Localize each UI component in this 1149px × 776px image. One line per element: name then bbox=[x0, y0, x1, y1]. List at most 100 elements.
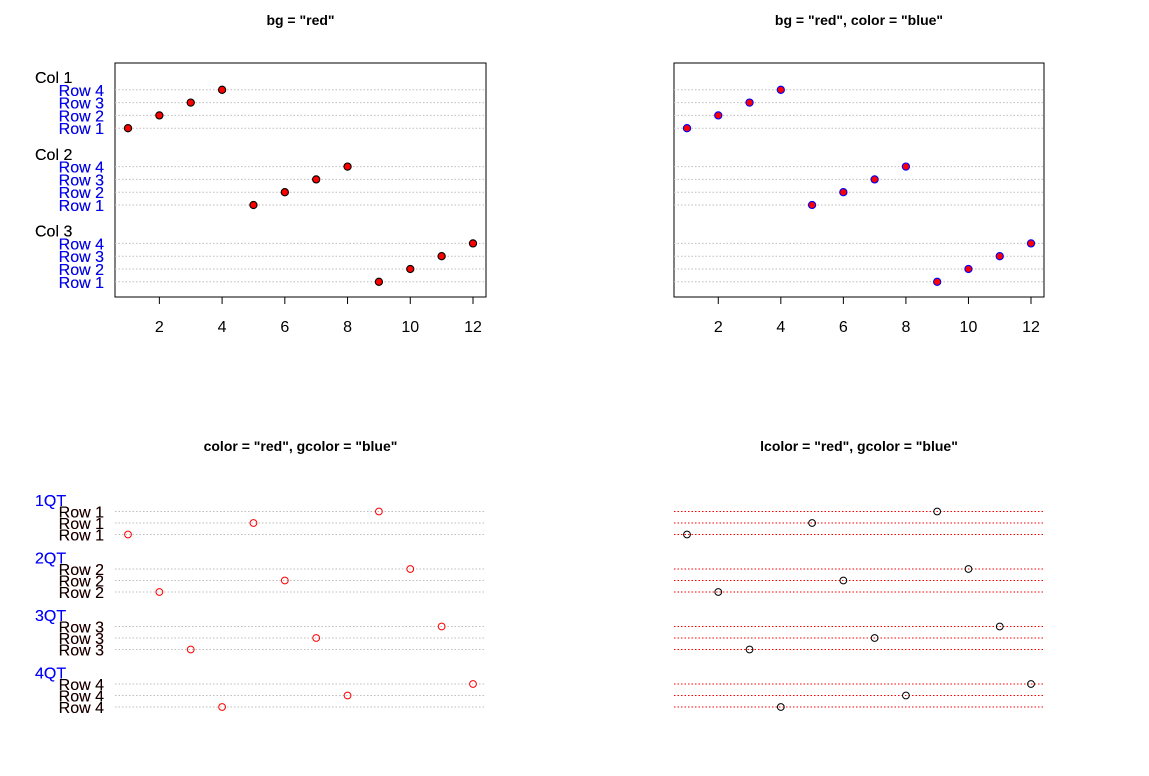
group-label: 3QT bbox=[35, 608, 66, 625]
row-label: Row 2 bbox=[59, 585, 104, 602]
data-point bbox=[469, 680, 477, 688]
data-point bbox=[995, 622, 1004, 631]
data-point bbox=[468, 239, 478, 248]
group-label: Col 3 bbox=[35, 224, 72, 241]
row-label: Row 1 bbox=[59, 505, 104, 522]
row-label: Row 4 bbox=[59, 160, 104, 177]
row-label: Row 3 bbox=[59, 249, 104, 266]
chart-title: lcolor = "red", gcolor = "blue" bbox=[760, 438, 958, 454]
data-point bbox=[683, 530, 691, 539]
data-point bbox=[312, 634, 321, 642]
row-label: Row 3 bbox=[59, 96, 104, 113]
data-point bbox=[995, 252, 1004, 261]
x-tick-label: 12 bbox=[464, 319, 482, 336]
data-point bbox=[1026, 239, 1036, 248]
data-point bbox=[217, 85, 227, 94]
row-label: Row 2 bbox=[59, 262, 104, 279]
data-point bbox=[312, 175, 321, 184]
row-label: Row 2 bbox=[59, 562, 104, 579]
row-label: Row 3 bbox=[59, 172, 104, 189]
row-label: Row 2 bbox=[59, 574, 104, 591]
data-point bbox=[218, 703, 226, 711]
group-label: 3QT bbox=[35, 608, 66, 625]
data-point bbox=[901, 162, 911, 171]
row-label: Row 1 bbox=[59, 198, 104, 215]
data-point bbox=[964, 264, 973, 274]
row-label: Row 4 bbox=[59, 677, 104, 694]
row-label: Row 4 bbox=[59, 160, 104, 177]
row-label: Row 2 bbox=[59, 185, 104, 202]
row-label: Row 2 bbox=[59, 574, 104, 591]
data-point bbox=[343, 162, 352, 171]
row-label: Row 1 bbox=[59, 528, 104, 545]
data-point bbox=[375, 507, 383, 516]
row-label: Row 2 bbox=[59, 108, 104, 125]
row-label: Row 3 bbox=[59, 620, 104, 637]
row-label: Row 3 bbox=[59, 631, 104, 648]
data-point bbox=[902, 691, 910, 700]
data-point bbox=[870, 634, 879, 642]
data-point bbox=[839, 576, 848, 585]
x-tick-label: 4 bbox=[218, 319, 227, 336]
row-label: Row 2 bbox=[59, 185, 104, 202]
row-label: Row 1 bbox=[59, 121, 104, 138]
data-point bbox=[343, 691, 352, 700]
x-tick-label: 2 bbox=[155, 319, 164, 336]
row-label: Row 1 bbox=[59, 516, 104, 533]
group-label: 2QT bbox=[35, 551, 66, 568]
data-point bbox=[682, 124, 692, 133]
row-label: Row 1 bbox=[59, 505, 104, 522]
row-label: Row 4 bbox=[59, 677, 104, 694]
row-label: Row 4 bbox=[59, 83, 104, 100]
row-label: Row 4 bbox=[59, 689, 104, 706]
data-point bbox=[776, 703, 785, 711]
plot-frame bbox=[673, 62, 1045, 298]
row-label: Row 2 bbox=[59, 562, 104, 579]
row-label: Row 3 bbox=[59, 249, 104, 266]
data-point bbox=[186, 98, 195, 107]
data-point bbox=[123, 124, 133, 133]
data-point bbox=[776, 85, 785, 94]
group-label: Col 2 bbox=[35, 147, 72, 164]
x-tick-label: 12 bbox=[1022, 319, 1040, 336]
data-point bbox=[714, 588, 723, 596]
data-point bbox=[714, 111, 723, 120]
data-point bbox=[933, 507, 942, 516]
data-point bbox=[406, 264, 415, 274]
data-point bbox=[249, 200, 258, 210]
group-label: 2QT bbox=[35, 551, 66, 568]
row-label: Row 4 bbox=[59, 236, 104, 253]
data-point bbox=[839, 188, 848, 197]
row-label: Row 3 bbox=[59, 631, 104, 648]
x-tick-label: 6 bbox=[839, 319, 848, 336]
data-point bbox=[249, 519, 258, 527]
chart-title: bg = "red" bbox=[266, 12, 334, 28]
x-tick-label: 8 bbox=[901, 319, 910, 336]
data-point bbox=[280, 188, 289, 197]
group-label: 1QT bbox=[35, 493, 66, 510]
data-point bbox=[964, 565, 973, 573]
group-label: 4QT bbox=[35, 666, 66, 683]
row-label: Row 1 bbox=[59, 275, 104, 292]
data-point bbox=[870, 175, 879, 184]
row-label: Row 3 bbox=[59, 172, 104, 189]
group-label: Col 1 bbox=[35, 70, 72, 87]
row-label: Row 1 bbox=[59, 275, 104, 292]
row-label: Row 2 bbox=[59, 585, 104, 602]
row-label: Row 1 bbox=[59, 528, 104, 545]
x-tick-label: 4 bbox=[776, 319, 785, 336]
row-label: Row 2 bbox=[59, 108, 104, 125]
data-point bbox=[745, 98, 754, 107]
x-tick-label: 8 bbox=[343, 319, 352, 336]
data-point bbox=[1027, 680, 1035, 688]
row-label: Row 4 bbox=[59, 700, 104, 717]
row-label: Row 2 bbox=[59, 262, 104, 279]
row-label: Row 3 bbox=[59, 96, 104, 113]
data-point bbox=[745, 645, 754, 654]
row-label: Row 3 bbox=[59, 643, 104, 660]
group-label: Col 3 bbox=[35, 224, 72, 241]
data-point bbox=[155, 588, 164, 596]
